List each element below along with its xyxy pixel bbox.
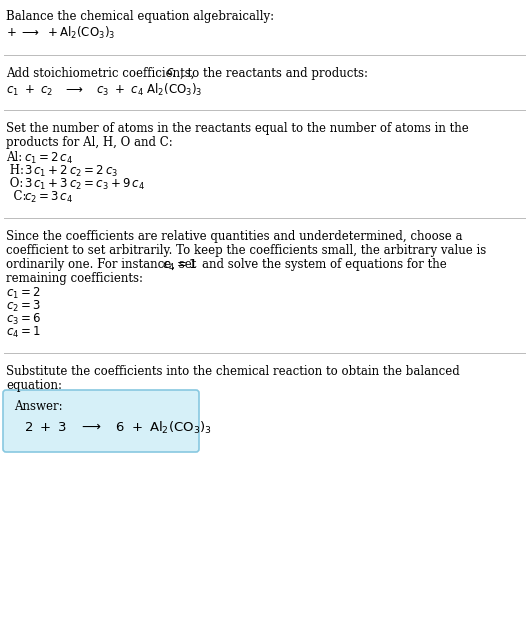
Text: Balance the chemical equation algebraically:: Balance the chemical equation algebraica… bbox=[6, 10, 274, 23]
Text: O:: O: bbox=[6, 177, 23, 190]
Text: $c_2 = 3$: $c_2 = 3$ bbox=[6, 299, 41, 314]
Text: $+\ \longrightarrow\ +\mathrm{Al_2(CO_3)_3}$: $+\ \longrightarrow\ +\mathrm{Al_2(CO_3)… bbox=[6, 25, 115, 41]
Text: $c_1 = 2$: $c_1 = 2$ bbox=[6, 286, 41, 301]
Text: $c_1 = 2\,c_4$: $c_1 = 2\,c_4$ bbox=[24, 151, 73, 166]
Text: $c_3 = 6$: $c_3 = 6$ bbox=[6, 312, 41, 327]
Text: $2\ +\ 3\quad\longrightarrow\quad 6\ +\ \mathrm{Al_2(CO_3)_3}$: $2\ +\ 3\quad\longrightarrow\quad 6\ +\ … bbox=[24, 420, 212, 436]
Text: $c_4 = 1$: $c_4 = 1$ bbox=[162, 258, 197, 273]
Text: C:: C: bbox=[6, 190, 26, 203]
Text: Add stoichiometric coefficients,: Add stoichiometric coefficients, bbox=[6, 67, 198, 80]
Text: remaining coefficients:: remaining coefficients: bbox=[6, 272, 143, 285]
Text: , to the reactants and products:: , to the reactants and products: bbox=[180, 67, 369, 80]
Text: Since the coefficients are relative quantities and underdetermined, choose a: Since the coefficients are relative quan… bbox=[6, 230, 462, 243]
Text: Al:: Al: bbox=[6, 151, 22, 164]
Text: $c_i$: $c_i$ bbox=[167, 67, 177, 80]
Text: Substitute the coefficients into the chemical reaction to obtain the balanced: Substitute the coefficients into the che… bbox=[6, 365, 460, 378]
Text: $3\,c_1 + 3\,c_2 = c_3 + 9\,c_4$: $3\,c_1 + 3\,c_2 = c_3 + 9\,c_4$ bbox=[24, 177, 145, 192]
Text: $c_2 = 3\,c_4$: $c_2 = 3\,c_4$ bbox=[24, 190, 73, 205]
Text: products for Al, H, O and C:: products for Al, H, O and C: bbox=[6, 136, 173, 149]
Text: Answer:: Answer: bbox=[14, 400, 62, 413]
Text: ordinarily one. For instance, set: ordinarily one. For instance, set bbox=[6, 258, 200, 271]
Text: $c_1\ +\ c_2\quad\longrightarrow\quad c_3\ +\ c_4\ \mathrm{Al_2(CO_3)_3}$: $c_1\ +\ c_2\quad\longrightarrow\quad c_… bbox=[6, 82, 203, 98]
Text: $3\,c_1 + 2\,c_2 = 2\,c_3$: $3\,c_1 + 2\,c_2 = 2\,c_3$ bbox=[24, 164, 118, 179]
FancyBboxPatch shape bbox=[3, 390, 199, 452]
Text: coefficient to set arbitrarily. To keep the coefficients small, the arbitrary va: coefficient to set arbitrarily. To keep … bbox=[6, 244, 486, 257]
Text: Set the number of atoms in the reactants equal to the number of atoms in the: Set the number of atoms in the reactants… bbox=[6, 122, 469, 135]
Text: equation:: equation: bbox=[6, 379, 62, 392]
Text: $c_4 = 1$: $c_4 = 1$ bbox=[6, 325, 41, 340]
Text: and solve the system of equations for the: and solve the system of equations for th… bbox=[202, 258, 446, 271]
Text: H:: H: bbox=[6, 164, 24, 177]
